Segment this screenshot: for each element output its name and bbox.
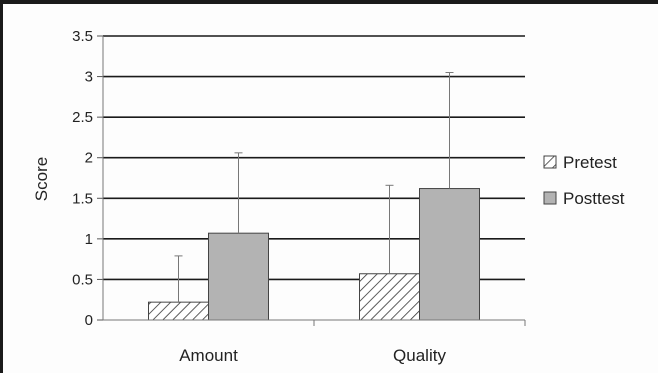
bar-chart: 0 0.5 1 1.5 2 2.5 3 3.5 Amount Quality Score Pre…	[32, 28, 625, 365]
y-tick-label: 1.5	[72, 190, 93, 207]
x-category-labels: Amount Quality	[179, 346, 446, 365]
x-category-label: Quality	[393, 346, 446, 365]
bar-pretest-quality	[359, 273, 420, 321]
y-tick-label: 2	[85, 150, 93, 167]
legend-label-pretest: Pretest	[563, 153, 617, 172]
y-tick-labels: 0 0.5 1 1.5 2 2.5 3 3.5	[72, 28, 93, 329]
legend: Pretest Posttest	[543, 153, 625, 208]
y-tick-label: 3	[85, 69, 93, 86]
bars	[148, 188, 480, 321]
legend-swatch-pretest	[543, 155, 557, 169]
y-axis-title: Score	[32, 157, 51, 201]
axes	[97, 35, 526, 326]
y-tick-label: 0	[85, 312, 93, 329]
legend-swatch-posttest	[543, 191, 557, 205]
legend-label-posttest: Posttest	[563, 189, 625, 208]
bar-posttest-quality	[419, 188, 480, 321]
gridlines	[103, 35, 525, 281]
x-category-label: Amount	[179, 346, 238, 365]
error-bars	[174, 72, 454, 303]
y-tick-label: 3.5	[72, 28, 93, 45]
y-tick-label: 2.5	[72, 109, 93, 126]
y-tick-label: 0.5	[72, 271, 93, 288]
y-tick-label: 1	[85, 231, 93, 248]
bar-pretest-amount	[148, 301, 209, 321]
bar-posttest-amount	[208, 232, 269, 321]
